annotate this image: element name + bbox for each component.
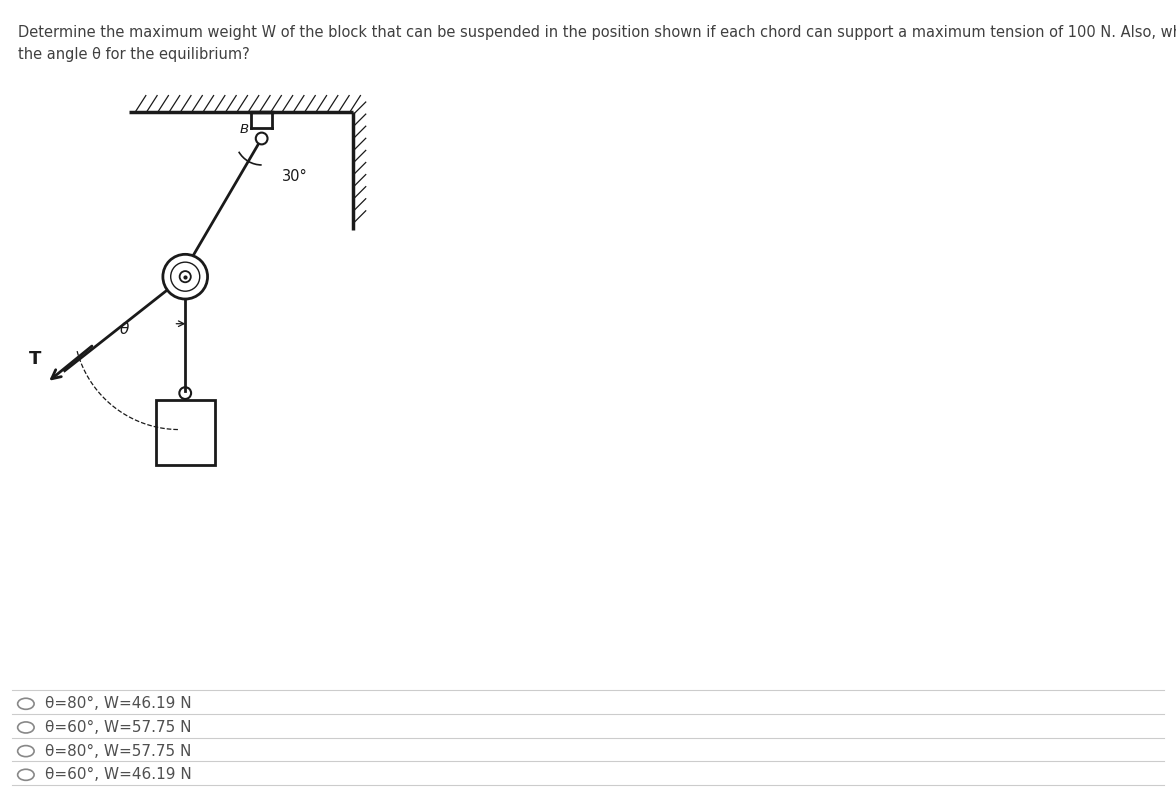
Circle shape	[256, 133, 268, 144]
Text: T: T	[28, 350, 41, 368]
Text: 30°: 30°	[282, 169, 308, 184]
Text: A: A	[175, 267, 183, 280]
Bar	[155, 400, 214, 465]
Text: θ: θ	[120, 322, 129, 337]
Text: θ=60°, W=57.75 N: θ=60°, W=57.75 N	[45, 720, 192, 735]
Text: B: B	[240, 122, 249, 136]
Text: θ=80°, W=57.75 N: θ=80°, W=57.75 N	[45, 743, 191, 759]
Circle shape	[162, 254, 207, 299]
Text: θ=60°, W=46.19 N: θ=60°, W=46.19 N	[45, 767, 192, 783]
Text: θ=80°, W=46.19 N: θ=80°, W=46.19 N	[45, 696, 192, 712]
Text: Determine the maximum weight W of the block that can be suspended in the positio: Determine the maximum weight W of the bl…	[18, 25, 1176, 62]
Circle shape	[180, 271, 191, 282]
